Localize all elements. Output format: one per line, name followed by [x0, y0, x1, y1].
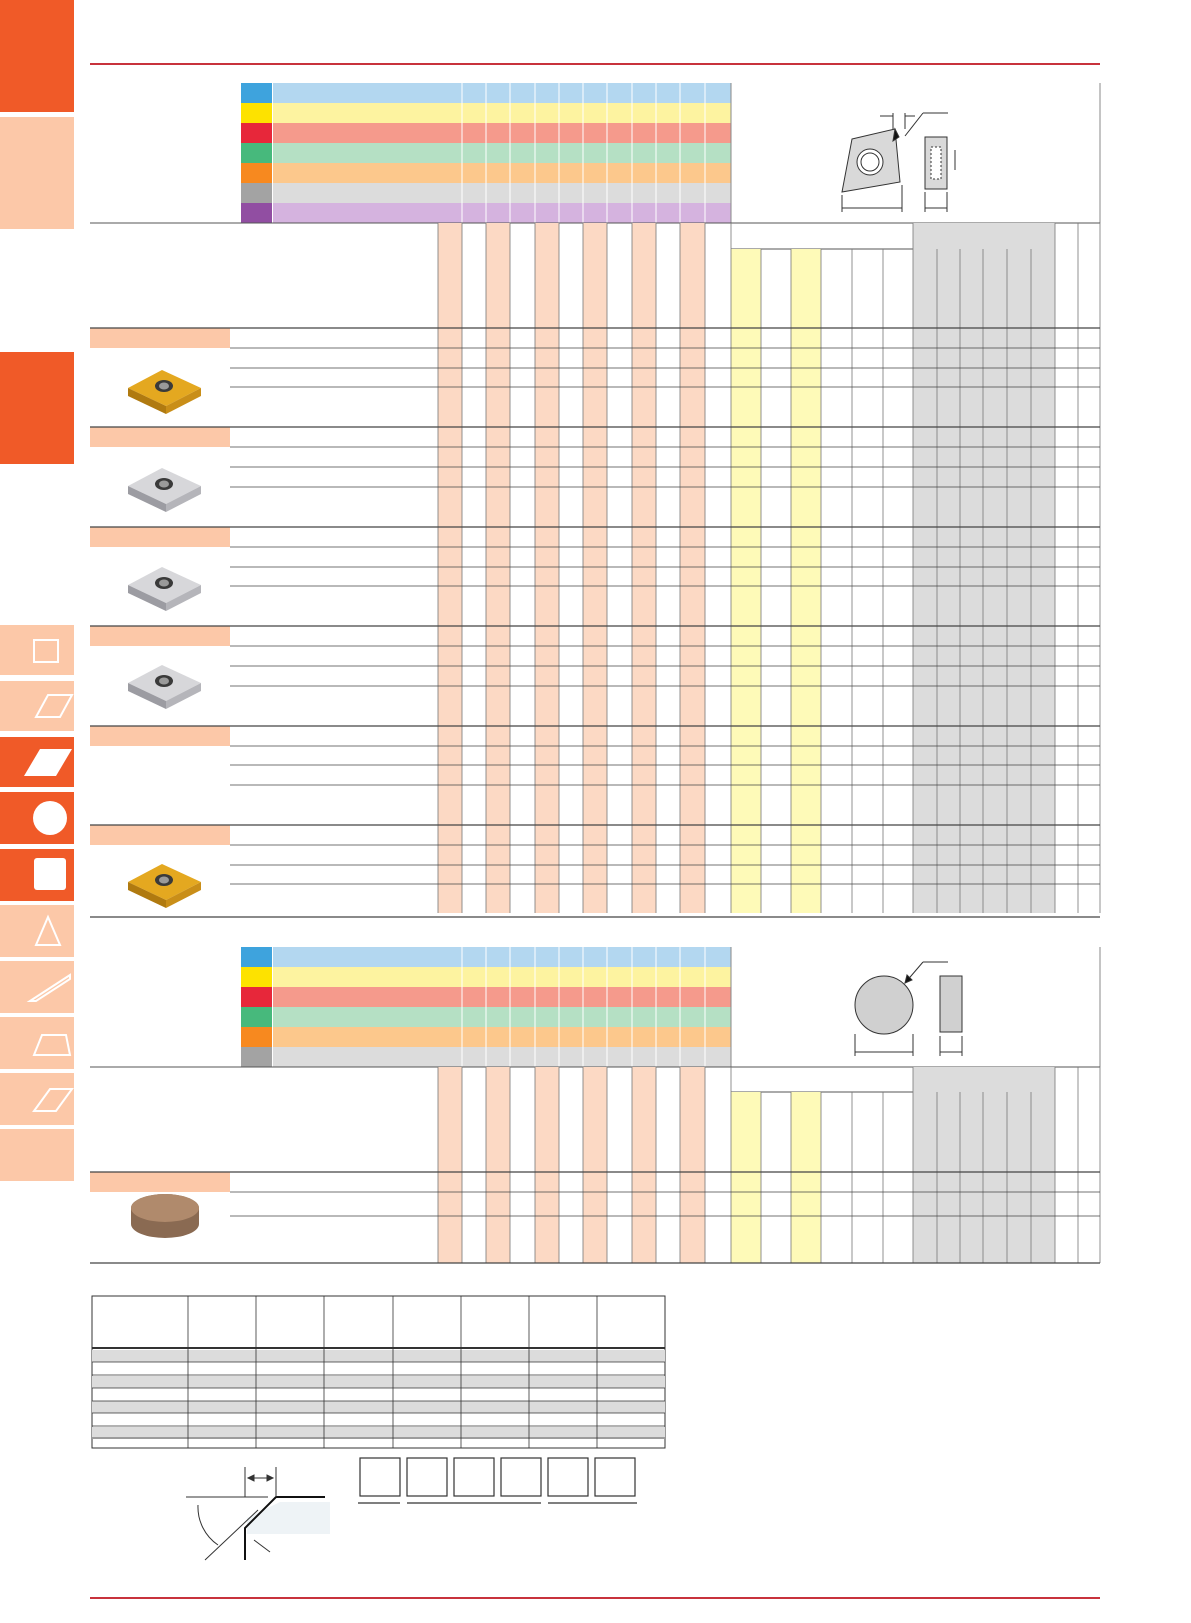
top-rule [90, 63, 1100, 65]
side-tab-1[interactable] [0, 0, 74, 112]
insert-image-gold-1 [128, 370, 201, 414]
side-tab-round[interactable] [0, 792, 74, 844]
rhombus-80-insert-icon [24, 749, 72, 776]
triangle-insert-icon [34, 914, 62, 946]
side-tab-rhombus-55[interactable] [0, 1073, 74, 1125]
square-insert-icon [33, 639, 59, 663]
side-tab-parallelogram[interactable] [0, 681, 74, 731]
side-tab-rhombus-35[interactable] [0, 961, 74, 1013]
round-insert-icon [33, 801, 67, 835]
side-tab-3[interactable] [0, 352, 74, 464]
bottom-rule [90, 1597, 1100, 1599]
side-tab-square-light[interactable] [0, 625, 74, 675]
parallelogram-insert-icon [34, 694, 74, 718]
insert-dimension-drawing [841, 112, 956, 212]
side-tab-triangle[interactable] [0, 905, 74, 957]
insert-image-silver-3 [128, 665, 201, 709]
round-insert-dimension-drawing [854, 961, 963, 1056]
iso-material-legend [241, 83, 1101, 223]
section-label-bar-round [90, 1172, 230, 1192]
iso-material-legend-2 [241, 947, 1101, 1067]
side-tab-square[interactable] [0, 849, 74, 901]
rhombus-55-insert-icon [32, 1088, 74, 1112]
side-tab-rhombus-80[interactable] [0, 737, 74, 787]
trigon-insert-icon [32, 1034, 72, 1056]
insert-image-gold-2 [128, 864, 201, 908]
side-tab-last[interactable] [0, 1129, 74, 1181]
square-insert-icon [34, 858, 66, 890]
insert-image-silver-1 [128, 468, 201, 512]
rhombus-35-insert-icon [26, 973, 71, 1002]
section-label-bars [90, 328, 230, 845]
side-tab-2[interactable] [0, 117, 74, 229]
side-tab-trigon[interactable] [0, 1017, 74, 1069]
insert-image-silver-2 [128, 567, 201, 611]
insert-image-round-bronze [131, 1194, 199, 1238]
designation-code-boxes [358, 1457, 637, 1504]
chamfer-angle-diagram [186, 1467, 330, 1561]
